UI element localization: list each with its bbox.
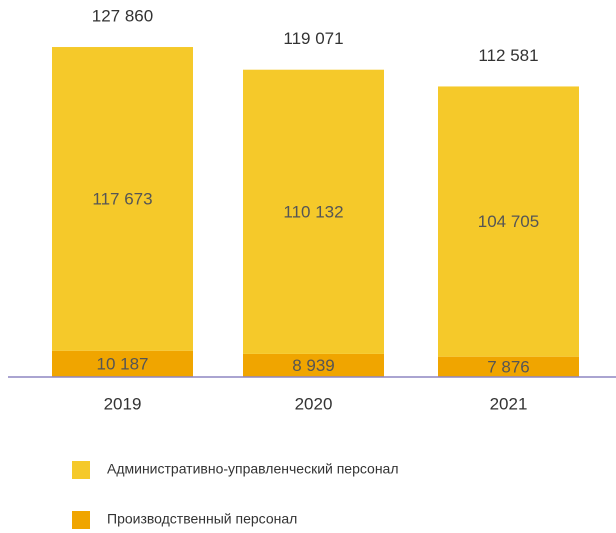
legend-label: Производственный персонал <box>107 511 297 527</box>
total-label: 119 071 <box>283 29 343 48</box>
x-tick-label: 2019 <box>104 394 142 413</box>
bar-segment <box>52 350 193 377</box>
x-tick-label: 2020 <box>295 394 333 413</box>
total-label: 127 860 <box>92 7 153 26</box>
segment-label: 7 876 <box>487 357 530 376</box>
x-tick-label: 2021 <box>490 394 528 413</box>
bar-segment <box>438 86 579 357</box>
bar-segment <box>243 69 384 354</box>
legend-swatch <box>72 461 90 479</box>
legend-swatch <box>72 511 90 529</box>
legend-label: Административно-управленческий персонал <box>107 461 399 477</box>
segment-label: 8 939 <box>292 356 335 375</box>
segment-label: 117 673 <box>92 189 152 208</box>
bar-segment <box>52 47 193 351</box>
segment-label: 104 705 <box>478 212 539 231</box>
segment-label: 10 187 <box>97 354 149 373</box>
segment-label: 110 132 <box>283 202 343 221</box>
total-label: 112 581 <box>478 46 538 65</box>
bar-segment <box>438 356 579 377</box>
bar-segment <box>243 353 384 377</box>
